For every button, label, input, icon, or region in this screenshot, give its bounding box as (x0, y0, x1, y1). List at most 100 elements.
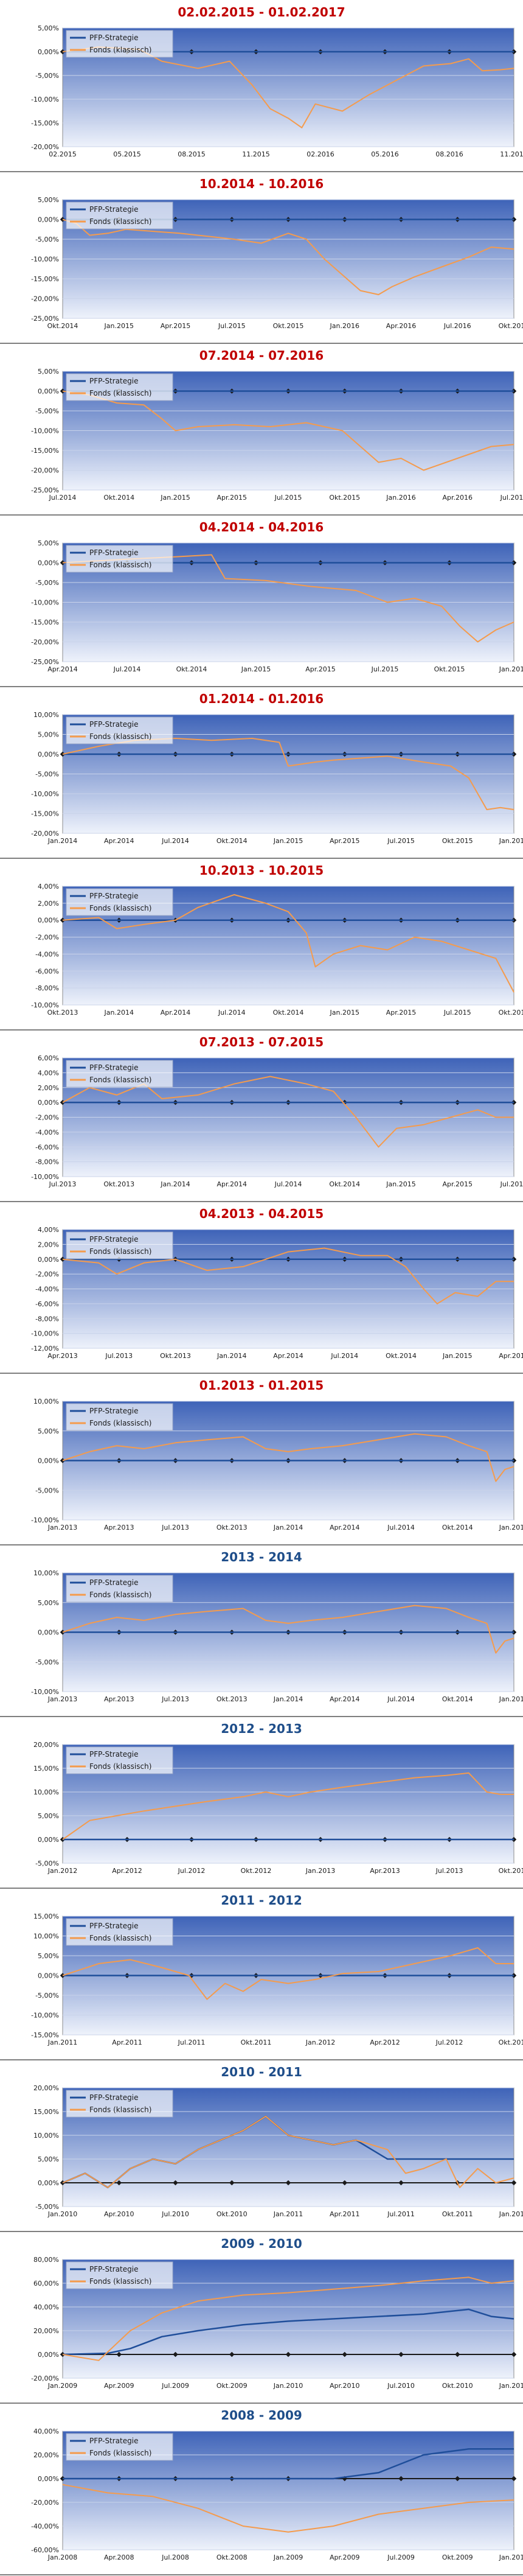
y-tick-label: -10,00% (31, 1688, 59, 1696)
panel-separator (0, 1716, 523, 1717)
y-tick-label: 20,00% (33, 1741, 59, 1749)
x-tick-label: Apr.2015 (442, 1180, 473, 1188)
y-tick-label: 80,00% (33, 2256, 59, 2264)
legend: PFP-Strategie Fonds (klassisch) (66, 716, 173, 744)
panel-separator (0, 2059, 523, 2060)
chart-panel: 2013 - 2014 10,00% 5,00% 0,00% -5,00% -10,00%… (0, 1546, 523, 1715)
panel-separator (0, 1888, 523, 1889)
x-tick-label: Jul.2013 (161, 1524, 189, 1531)
y-tick-label: 0,00% (38, 559, 59, 567)
y-tick-label: 40,00% (33, 2303, 59, 2311)
legend-box (66, 1575, 173, 1603)
x-tick-label: Apr.2014 (273, 1352, 303, 1360)
chart-svg: 10,00% 5,00% 0,00% -5,00% -10,00% -15,00% -20,… (31, 711, 523, 845)
panel-separator (0, 2574, 523, 2575)
y-tick-label: -2,00% (35, 934, 59, 942)
y-tick-label: 15,00% (33, 1765, 59, 1773)
chart-svg: 15,00% 10,00% 5,00% 0,00% -5,00% -10,00% -15,0… (31, 1913, 523, 2046)
chart-title: 01.2014 - 01.2016 (199, 691, 324, 706)
series-line-fonds (62, 1947, 514, 2000)
chart-svg: 5,00% 0,00% -5,00% -10,00% -15,00% -20,00% -25… (31, 196, 523, 330)
y-tick-label: 0,00% (38, 1256, 59, 1264)
y-tick-label: -5,00% (35, 1658, 59, 1666)
x-tick-label: Jan.2013 (305, 1867, 335, 1875)
x-tick-label: Jan.2015 (241, 665, 271, 673)
x-tick-label: Jan.2016 (386, 494, 415, 502)
chart-title: 07.2014 - 07.2016 (199, 348, 324, 363)
x-tick-label: Jan.2014 (273, 1524, 303, 1531)
y-tick-label: -10,00% (31, 427, 59, 435)
y-tick-label: 4,00% (38, 1069, 59, 1077)
legend: PFP-Strategie Fonds (klassisch) (66, 373, 173, 401)
chart-svg: 20,00%15,00%10,00%5,00%0,00%-5,00%Jan.20… (33, 1741, 523, 1875)
y-tick-label: 6,00% (38, 1054, 59, 1062)
y-tick-label: 0,00% (38, 1972, 59, 1980)
y-tick-label: -5,00% (35, 771, 59, 779)
legend: PFP-Strategie Fonds (klassisch) (66, 30, 173, 58)
x-tick-label: 02.2015 (49, 150, 77, 158)
x-tick-label: Jan.2014 (216, 1352, 246, 1360)
x-tick-label: Jul.2008 (161, 2553, 189, 2561)
chart-panel: 04.2013 - 04.2015 4,00% 2,00% 0,00% -2,00% -4… (0, 1203, 523, 1372)
x-tick-label: Jan.2008 (47, 2553, 77, 2561)
legend-label-pfp: PFP-Strategie (89, 1407, 138, 1415)
chart-svg: 10,00% 5,00% 0,00% -5,00% -10,00%Jan.2013 Apr… (31, 1398, 523, 1531)
x-tick-label: Apr.2014 (161, 1009, 191, 1017)
y-tick-label: -5,00% (35, 72, 59, 80)
chart-svg: 10,00% 5,00% 0,00% -5,00% -10,00%Jan.2013 Apr… (31, 1569, 523, 1703)
y-tick-label: 0,00% (38, 917, 59, 925)
y-tick-label: 60,00% (33, 2280, 59, 2287)
x-tick-label: Jan.2010 (273, 2382, 303, 2390)
series-line-pfp (62, 2308, 514, 2356)
y-tick-label: -5,00% (35, 1992, 59, 2000)
y-tick-label: -40,00% (31, 2522, 59, 2530)
x-tick-label: Jan.2010 (499, 2553, 523, 2561)
legend-label-pfp: PFP-Strategie (89, 2437, 138, 2445)
x-tick-label: Apr.2015 (216, 494, 247, 502)
x-tick-label: Jul.2015 (500, 1180, 523, 1188)
series-line-fonds (62, 1433, 514, 1482)
chart-title: 2011 - 2012 (221, 1893, 302, 1908)
chart-title: 2009 - 2010 (221, 2236, 302, 2251)
panel-separator (0, 171, 523, 172)
y-tick-label: 0,00% (38, 388, 59, 396)
x-tick-label: Jan.2015 (442, 1352, 472, 1360)
y-tick-label: 15,00% (33, 2108, 59, 2116)
series-line-fonds (62, 1605, 514, 1654)
y-tick-label: -20,00% (31, 2499, 59, 2507)
x-tick-label: Apr.2015 (330, 837, 360, 845)
zero-marker (229, 2351, 235, 2357)
x-tick-label: Jan.2009 (273, 2553, 303, 2561)
x-tick-label: Apr.2014 (216, 1180, 247, 1188)
chart-svg: 4,00% 2,00% 0,00% -2,00% -4,00% -6,00% -8,00% -… (31, 883, 523, 1017)
panel-separator (0, 1544, 523, 1545)
legend-label-fonds: Fonds (klassisch) (89, 1419, 151, 1427)
legend-label-fonds: Fonds (klassisch) (89, 1934, 151, 1942)
y-tick-label: -4,00% (35, 1286, 59, 1293)
legend-box (66, 201, 173, 229)
x-tick-label: 05.2016 (371, 150, 399, 158)
y-tick-label: -10,00% (31, 256, 59, 264)
y-tick-label: 4,00% (38, 883, 59, 891)
legend: PFP-Strategie Fonds (klassisch) (66, 1746, 173, 1774)
x-tick-label: Okt.2013 (103, 1180, 134, 1188)
x-tick-label: Okt.2014 (273, 1009, 304, 1017)
chart-svg: 5,00% 0,00% -5,00% -10,00% -15,00% -20,00% -25… (31, 368, 523, 502)
legend: PFP-Strategie Fonds (klassisch) (66, 201, 173, 229)
x-tick-label: Jul.2015 (218, 322, 246, 330)
chart-svg: 40,00%20,00%0,00%-20,00%-40,00%-60,00%Ja… (31, 2427, 523, 2561)
y-tick-label: 0,00% (38, 2351, 59, 2359)
x-tick-label: Jan.2011 (47, 2039, 77, 2046)
x-tick-label: Okt.2012 (241, 1867, 272, 1875)
x-tick-label: Jul.2013 (49, 1180, 77, 1188)
x-tick-label: Apr.2016 (442, 494, 473, 502)
x-tick-label: 11.2015 (242, 150, 270, 158)
x-tick-label: Jan.2015 (160, 494, 190, 502)
y-tick-label: -25,00% (31, 486, 59, 494)
legend-box (66, 30, 173, 58)
legend: PFP-Strategie Fonds (klassisch) (66, 1918, 173, 1946)
chart-title: 04.2014 - 04.2016 (199, 520, 324, 534)
zero-marker (229, 2180, 235, 2186)
legend: PFP-Strategie Fonds (klassisch) (66, 2433, 173, 2461)
x-tick-label: Jan.2009 (47, 2382, 77, 2390)
